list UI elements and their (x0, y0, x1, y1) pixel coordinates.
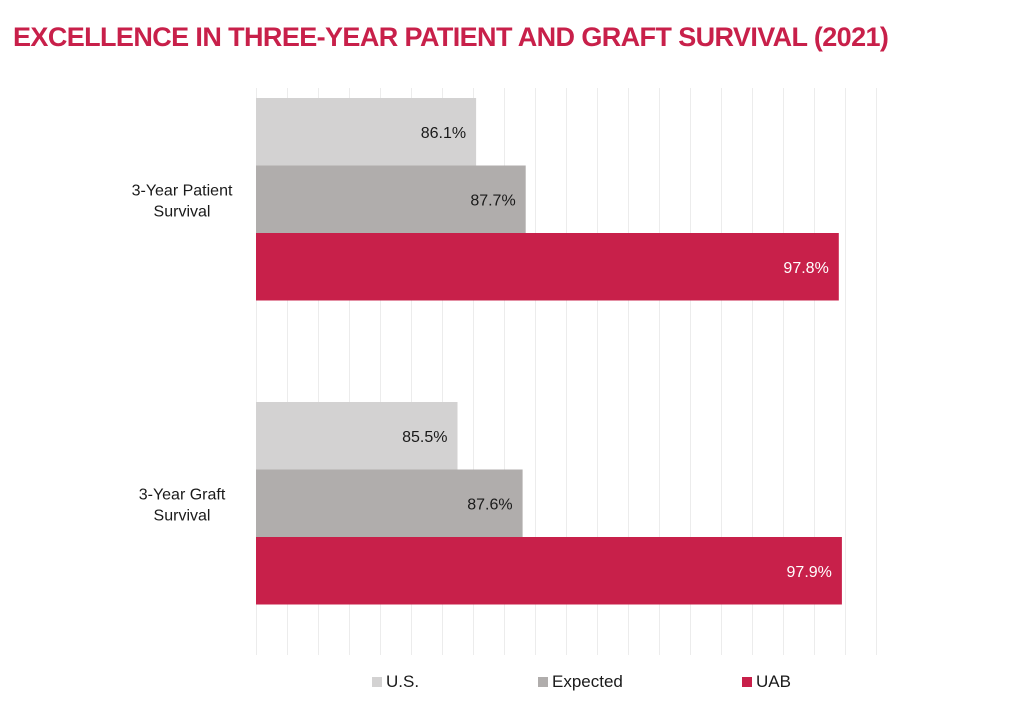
category-labels: 3-Year Patient Survival 3-Year Graft Surviv… (132, 182, 233, 524)
value-labels: 86.1% 87.7% 97.8% 85.5% 87.6% 97.9% (402, 125, 832, 581)
legend-label-expected: Expected (552, 672, 623, 691)
legend-label-us: U.S. (386, 672, 420, 691)
category-label: 3-Year Graft Survival (139, 486, 226, 524)
data-label: 85.5% (402, 429, 447, 446)
data-label: 97.9% (787, 564, 832, 581)
data-label: 86.1% (421, 125, 466, 142)
data-label: 87.6% (467, 496, 512, 513)
legend-item-us: U.S. (372, 672, 419, 692)
bar-us-patient (256, 98, 477, 166)
legend-item-expected: Expected (538, 672, 623, 692)
bar-expected-patient (256, 165, 526, 233)
chart-title: EXCELLENCE IN THREE-YEAR PATIENT AND GRA… (13, 22, 889, 52)
bar-expected-graft (256, 469, 523, 537)
category-label: 3-Year Patient Survival (132, 182, 233, 220)
bar-uab-patient (256, 233, 839, 301)
bar-uab-graft (256, 537, 842, 605)
bar-us-graft (256, 402, 458, 470)
legend-swatch-uab (742, 677, 752, 687)
data-label: 97.8% (783, 260, 828, 277)
legend-swatch-expected (538, 677, 548, 687)
legend-label-uab: UAB (756, 672, 791, 691)
data-label: 87.7% (470, 192, 515, 209)
legend-swatch-us (372, 677, 382, 687)
legend: U.S. Expected UAB (0, 672, 1024, 696)
legend-item-uab: UAB (742, 672, 791, 692)
bars (256, 98, 842, 605)
